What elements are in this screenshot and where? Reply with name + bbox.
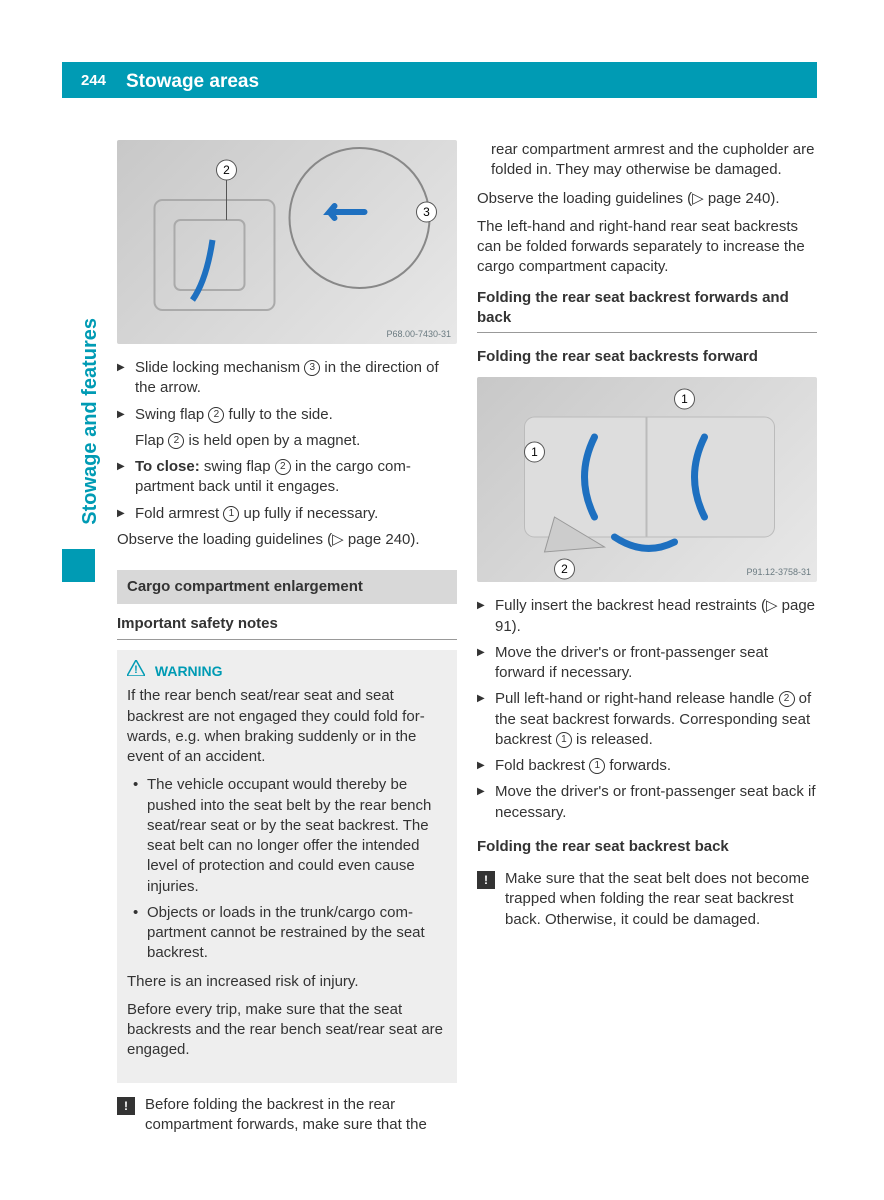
diagram-illustration: 2 3	[117, 140, 457, 344]
svg-text:1: 1	[531, 445, 538, 459]
warning-p2: There is an increased risk of injury.	[127, 972, 447, 992]
note-text: Before folding the backrest in the rear …	[145, 1096, 427, 1133]
safety-notes-header: Important safety notes	[117, 614, 457, 639]
warning-header: ! WARNING	[127, 660, 447, 681]
right-column: rear compartment armrest and the cuphold…	[477, 140, 817, 1135]
step-slide-lock: Slide locking mechanism 3 in the direc­t…	[117, 358, 457, 399]
svg-text:2: 2	[561, 562, 568, 576]
warning-b2: Objects or loads in the trunk/cargo com­…	[133, 903, 447, 964]
section-cargo-enlargement: Cargo compartment enlargement	[117, 570, 457, 604]
warning-bullets: The vehicle occupant would thereby be pu…	[133, 775, 447, 963]
important-note-left: ! Before folding the backrest in the rea…	[117, 1095, 457, 1136]
figure-caption: P68.00-7430-31	[386, 328, 451, 340]
folding-back-header: Folding the rear seat backrest back	[477, 837, 817, 857]
figure-rear-seat: 1 1 2 P91.12-3758-31	[477, 377, 817, 582]
warning-p1: If the rear bench seat/rear seat and sea…	[127, 686, 447, 767]
figure-cargo-flap: 2 3 P68.00-7430-31	[117, 140, 457, 344]
exclamation-icon: !	[477, 871, 495, 889]
step-move-seat-back: Move the driver's or front-passenger sea…	[477, 782, 817, 823]
step-flap-held: Flap 2 is held open by a magnet.	[117, 431, 457, 451]
step-insert-restraints: Fully insert the backrest head restraint…	[477, 596, 817, 637]
side-tab-marker	[62, 549, 95, 582]
exclamation-icon: !	[117, 1097, 135, 1115]
warning-b1: The vehicle occupant would thereby be pu…	[133, 775, 447, 897]
left-column: 2 3 P68.00-7430-31 Slide locking mechani…	[117, 140, 457, 1135]
figure-caption-2: P91.12-3758-31	[746, 566, 811, 578]
observe-guidelines-left: Observe the loading guidelines (▷ page 2…	[117, 530, 457, 550]
side-tab-label: Stowage and features	[77, 318, 104, 525]
warning-box: ! WARNING If the rear bench seat/rear se…	[117, 650, 457, 1083]
step-pull-handle: Pull left-hand or right-hand release han…	[477, 689, 817, 750]
warning-p3: Before every trip, make sure that the se…	[127, 1000, 447, 1061]
step-fold-armrest: Fold armrest 1 up fully if necessary.	[117, 504, 457, 524]
svg-text:1: 1	[681, 392, 688, 406]
observe-guidelines-right: Observe the loading guidelines (▷ page 2…	[477, 189, 817, 209]
folding-header: Folding the rear seat backrest forwards …	[477, 288, 817, 334]
folding-steps: Fully insert the backrest head restraint…	[477, 596, 817, 823]
important-note-right: ! Make sure that the seat belt does not …	[477, 869, 817, 930]
note-continuation: rear compartment armrest and the cuphold…	[477, 140, 817, 181]
page-title: Stowage areas	[116, 62, 817, 98]
instruction-list-2: To close: swing flap 2 in the cargo com­…	[117, 457, 457, 524]
warning-triangle-icon: !	[127, 660, 145, 681]
svg-text:!: !	[134, 664, 138, 676]
backrest-info: The left-hand and right-hand rear seat b…	[477, 217, 817, 278]
page-header: 244 Stowage areas	[62, 62, 817, 98]
svg-text:3: 3	[423, 205, 430, 219]
folding-forward-header: Folding the rear seat backrests forward	[477, 347, 817, 367]
content-columns: 2 3 P68.00-7430-31 Slide locking mechani…	[117, 140, 817, 1135]
warning-label: WARNING	[155, 663, 223, 679]
diagram-illustration-2: 1 1 2	[477, 377, 817, 582]
instruction-list: Slide locking mechanism 3 in the direc­t…	[117, 358, 457, 425]
page-number: 244	[62, 62, 116, 98]
step-fold-backrest: Fold backrest 1 forwards.	[477, 756, 817, 776]
svg-text:2: 2	[223, 163, 230, 177]
step-close: To close: swing flap 2 in the cargo com­…	[117, 457, 457, 498]
step-move-seat-forward: Move the driver's or front-passenger sea…	[477, 643, 817, 684]
note-text-2: Make sure that the seat belt does not be…	[505, 870, 809, 928]
step-swing-flap: Swing flap 2 fully to the side.	[117, 405, 457, 425]
